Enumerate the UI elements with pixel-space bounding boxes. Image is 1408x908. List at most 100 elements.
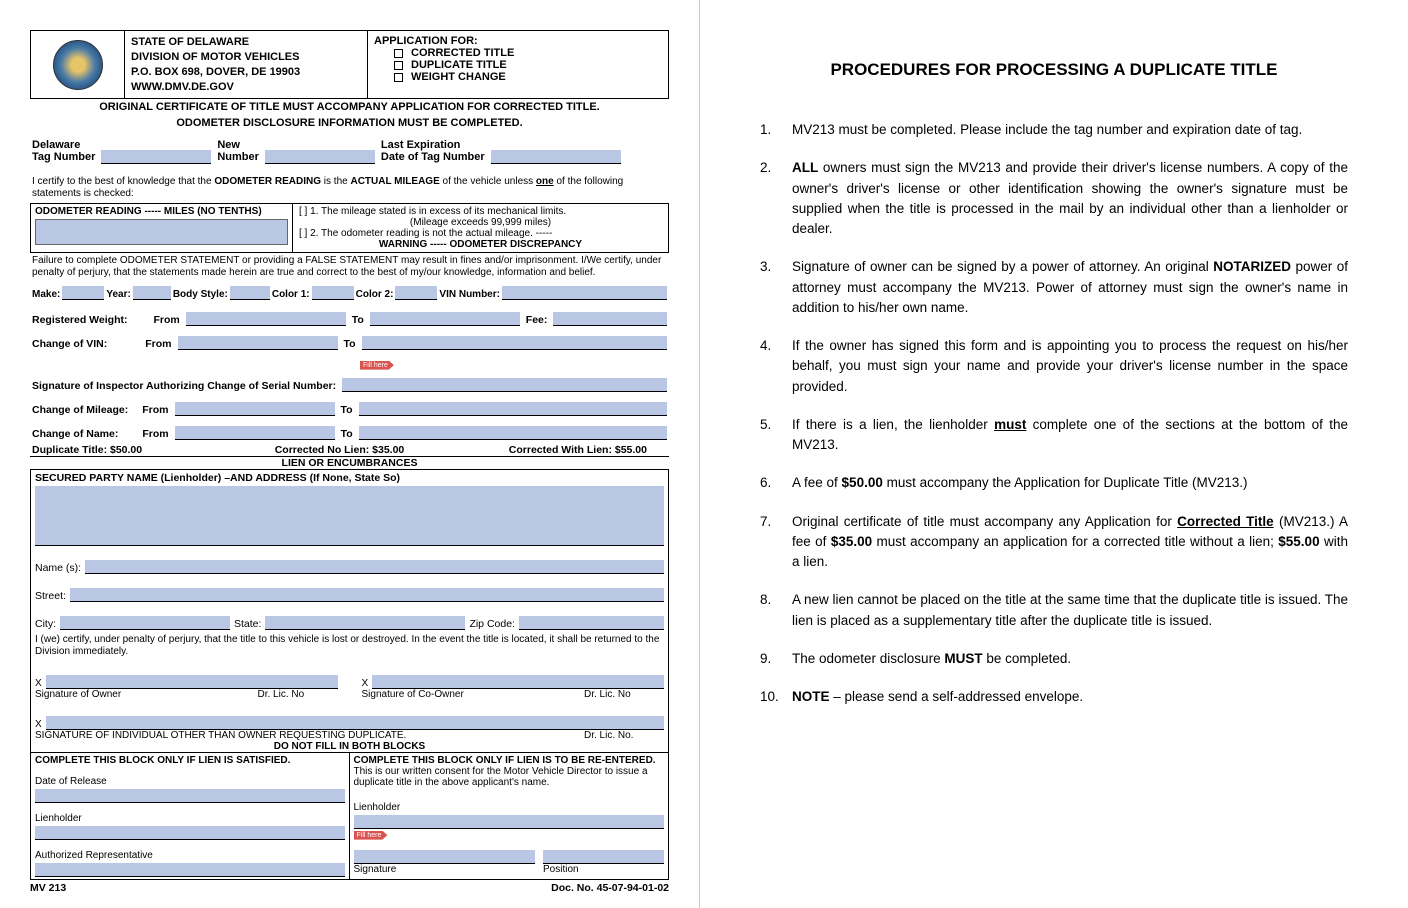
odo-opt-1[interactable]: [ ] 1. The mileage stated is in excess o… <box>299 206 662 217</box>
city-row: City: State: Zip Code: <box>31 616 668 630</box>
lienholder-left-input[interactable] <box>35 826 345 840</box>
instruction-2: ODOMETER DISCLOSURE INFORMATION MUST BE … <box>30 115 669 135</box>
cn-to-input[interactable] <box>359 426 667 440</box>
procedure-text: A new lien cannot be placed on the title… <box>792 590 1348 631</box>
cv-from-input[interactable] <box>178 336 338 350</box>
lien-heading: LIEN OR ENCUMBRANCES <box>30 456 669 470</box>
names-input[interactable] <box>85 560 664 574</box>
cn-from-input[interactable] <box>175 426 335 440</box>
org-line3: P.O. BOX 698, DOVER, DE 19903 <box>131 65 361 80</box>
opt-duplicate-title[interactable]: DUPLICATE TITLE <box>394 59 662 71</box>
procedure-item: 8.A new lien cannot be placed on the tit… <box>760 590 1348 631</box>
procedure-number: 7. <box>760 512 792 573</box>
secured-party-label: SECURED PARTY NAME (Lienholder) –AND ADD… <box>31 470 668 486</box>
signature-input[interactable] <box>354 850 536 864</box>
opt-weight-change[interactable]: WEIGHT CHANGE <box>394 71 662 83</box>
tag-number-input[interactable] <box>101 150 211 164</box>
rw-fee-input[interactable] <box>553 312 667 326</box>
zip-input[interactable] <box>519 616 664 630</box>
doc-number: Doc. No. 45-07-94-01-02 <box>551 882 669 894</box>
owner-sig-input[interactable] <box>46 675 338 689</box>
reg-weight-row: Registered Weight: From To Fee: <box>30 312 669 326</box>
procedure-number: 10. <box>760 687 792 707</box>
odometer-reading-input[interactable] <box>35 219 288 245</box>
procedure-number: 9. <box>760 649 792 669</box>
inspector-sig-input[interactable] <box>342 378 667 392</box>
procedure-item: 10.NOTE – please send a self-addressed e… <box>760 687 1348 707</box>
perjury-text: Failure to complete ODOMETER STATEMENT o… <box>30 253 669 282</box>
rw-from-input[interactable] <box>186 312 346 326</box>
fill-badge-2: Fill here <box>354 831 388 840</box>
procedure-number: 5. <box>760 415 792 456</box>
color2-input[interactable] <box>395 286 437 300</box>
color1-input[interactable] <box>312 286 354 300</box>
change-name-row: Change of Name: From To <box>30 426 669 440</box>
vin-input[interactable] <box>502 286 667 300</box>
procedures-list: 1.MV213 must be completed. Please includ… <box>760 120 1348 707</box>
procedure-item: 5.If there is a lien, the lienholder mus… <box>760 415 1348 456</box>
new-number-input[interactable] <box>265 150 375 164</box>
street-input[interactable] <box>70 588 664 602</box>
app-for-label: APPLICATION FOR: <box>374 35 662 47</box>
lien-satisfied-block: COMPLETE THIS BLOCK ONLY IF LIEN IS SATI… <box>31 753 350 879</box>
consent-text: This is our written consent for the Moto… <box>354 766 665 788</box>
cm-from-input[interactable] <box>175 402 335 416</box>
change-mileage-row: Change of Mileage: From To <box>30 402 669 416</box>
exp-label: Last ExpirationDate of Tag Number <box>381 139 485 163</box>
other-sig-input[interactable] <box>46 716 664 730</box>
inspector-row: Signature of Inspector Authorizing Chang… <box>30 378 669 392</box>
owner-sig-labels: Signature of Owner Dr. Lic. No Signature… <box>31 689 668 700</box>
secured-party-input[interactable] <box>35 486 664 546</box>
names-row: Name (s): <box>31 560 668 574</box>
year-input[interactable] <box>133 286 171 300</box>
procedure-text: Signature of owner can be signed by a po… <box>792 257 1348 318</box>
procedure-number: 3. <box>760 257 792 318</box>
cv-to-input[interactable] <box>362 336 667 350</box>
street-row: Street: <box>31 588 668 602</box>
procedure-text: A fee of $50.00 must accompany the Appli… <box>792 473 1348 493</box>
procedures-page: PROCEDURES FOR PROCESSING A DUPLICATE TI… <box>700 0 1408 908</box>
odo-opt-2[interactable]: [ ] 2. The odometer reading is not the a… <box>299 228 662 239</box>
lienholder-right-input[interactable] <box>354 815 665 829</box>
procedure-item: 1.MV213 must be completed. Please includ… <box>760 120 1348 140</box>
state-seal <box>31 31 125 98</box>
date-release-input[interactable] <box>35 789 345 803</box>
bottom-blocks: COMPLETE THIS BLOCK ONLY IF LIEN IS SATI… <box>30 753 669 880</box>
change-vin-row: Change of VIN: From To <box>30 336 669 350</box>
rw-to-input[interactable] <box>370 312 520 326</box>
form-page: STATE OF DELAWARE DIVISION OF MOTOR VEHI… <box>0 0 700 908</box>
vehicle-row: Make: Year: Body Style: Color 1: Color 2… <box>30 286 669 300</box>
odo-warning: WARNING ----- ODOMETER DISCREPANCY <box>299 239 662 250</box>
form-footer: MV 213 Doc. No. 45-07-94-01-02 <box>30 880 669 894</box>
coowner-sig-input[interactable] <box>372 675 664 689</box>
procedure-item: 6.A fee of $50.00 must accompany the App… <box>760 473 1348 493</box>
procedure-text: If the owner has signed this form and is… <box>792 336 1348 397</box>
body-input[interactable] <box>230 286 270 300</box>
lien-reenter-block: COMPLETE THIS BLOCK ONLY IF LIEN IS TO B… <box>350 753 669 879</box>
org-line2: DIVISION OF MOTOR VEHICLES <box>131 50 361 65</box>
form-number: MV 213 <box>30 882 66 894</box>
org-line4: WWW.DMV.DE.GOV <box>131 80 361 95</box>
fill-badge-1: Fill here <box>360 361 394 370</box>
header-box: STATE OF DELAWARE DIVISION OF MOTOR VEHI… <box>30 30 669 99</box>
odometer-box: ODOMETER READING ----- MILES (NO TENTHS)… <box>30 203 669 253</box>
procedure-item: 4.If the owner has signed this form and … <box>760 336 1348 397</box>
odo-cert-text: I certify to the best of knowledge that … <box>30 174 669 203</box>
org-block: STATE OF DELAWARE DIVISION OF MOTOR VEHI… <box>125 31 368 98</box>
left-block-head: COMPLETE THIS BLOCK ONLY IF LIEN IS SATI… <box>35 755 345 766</box>
exp-date-input[interactable] <box>491 150 621 164</box>
state-input[interactable] <box>265 616 465 630</box>
auth-rep-input[interactable] <box>35 863 345 877</box>
procedure-number: 4. <box>760 336 792 397</box>
procedure-item: 2.ALL owners must sign the MV213 and pro… <box>760 158 1348 239</box>
city-input[interactable] <box>60 616 230 630</box>
cm-to-input[interactable] <box>359 402 667 416</box>
procedure-text: NOTE – please send a self-addressed enve… <box>792 687 1348 707</box>
make-input[interactable] <box>62 286 104 300</box>
do-not-fill-both: DO NOT FILL IN BOTH BLOCKS <box>31 741 668 752</box>
position-input[interactable] <box>543 850 664 864</box>
new-label: NewNumber <box>217 139 259 163</box>
opt-corrected-title[interactable]: CORRECTED TITLE <box>394 47 662 59</box>
procedure-item: 9.The odometer disclosure MUST be comple… <box>760 649 1348 669</box>
org-line1: STATE OF DELAWARE <box>131 35 361 50</box>
